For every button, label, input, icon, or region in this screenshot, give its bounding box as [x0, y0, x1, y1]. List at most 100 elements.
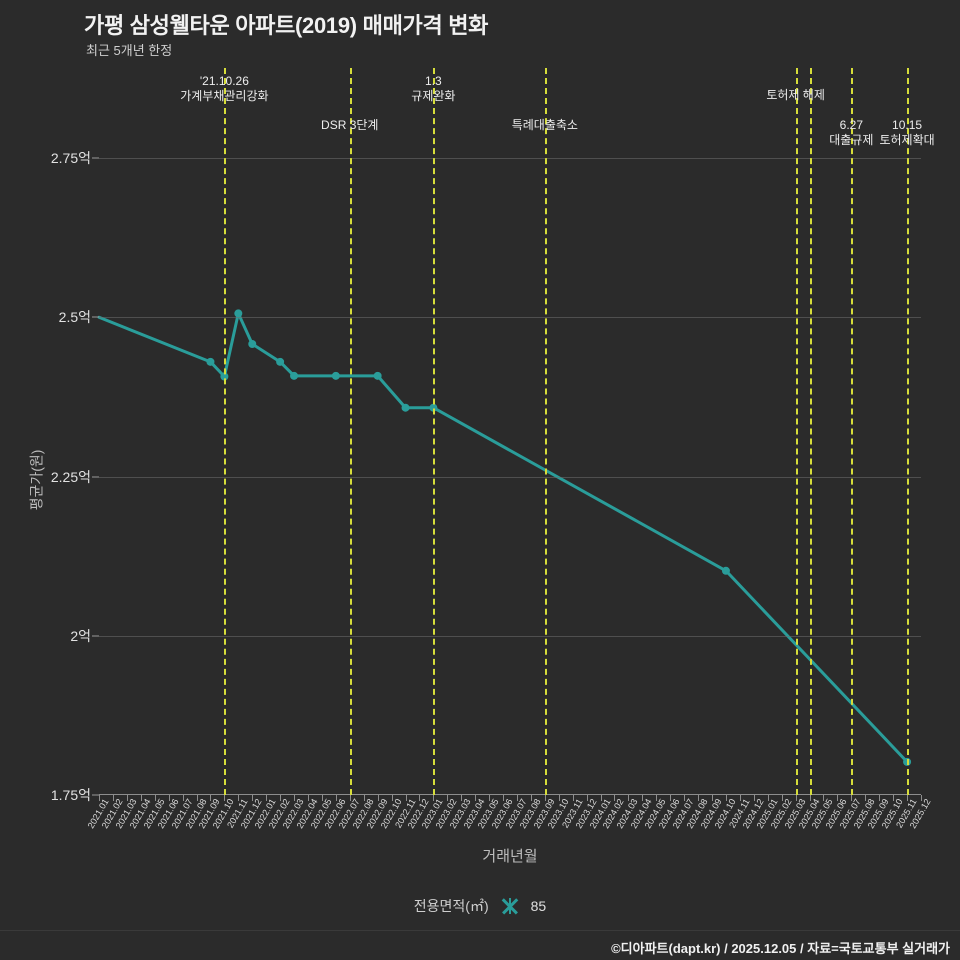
data-point[interactable]: [248, 340, 257, 349]
x-tick-mark: [238, 795, 240, 801]
plot-area: 2.75억 2.5억 2.25억 2억 1.75억: [51, 68, 922, 803]
x-tick-mark: [321, 795, 323, 801]
x-tick-mark: [168, 795, 170, 801]
y-tick-mark: [92, 316, 99, 318]
x-tick-mark: [140, 795, 142, 801]
x-tick-mark: [530, 795, 532, 801]
data-point[interactable]: [401, 403, 410, 412]
x-tick-mark: [572, 795, 574, 801]
x-tick-mark: [363, 795, 365, 801]
y-tick-label: 2.5억: [58, 309, 91, 326]
x-axis-label: 거래년월: [482, 848, 538, 865]
x-tick-mark: [642, 795, 644, 801]
x-tick-mark: [419, 795, 421, 801]
x-tick-mark: [656, 795, 658, 801]
event-vline: [851, 68, 854, 795]
x-tick-mark: [433, 795, 435, 801]
data-point[interactable]: [234, 309, 243, 318]
x-tick-mark: [698, 795, 700, 801]
data-point[interactable]: [331, 371, 340, 380]
x-tick-mark: [99, 795, 100, 801]
x-tick-labels: 2021.01 2021.02 2021.03 2021.04 2021.05 2021.…: [86, 797, 933, 857]
x-tick-mark: [893, 795, 895, 801]
event-vline: [349, 68, 352, 795]
x-tick-mark: [795, 795, 797, 801]
x-tick-mark: [335, 795, 337, 801]
data-point[interactable]: [290, 371, 299, 380]
x-tick-mark: [879, 795, 881, 801]
x-tick-mark: [461, 795, 463, 801]
x-tick-mark: [753, 795, 755, 801]
x-tick-mark: [391, 795, 393, 801]
legend-title: 전용면적(㎡): [413, 898, 489, 914]
y-tick-label: 2.25억: [50, 468, 91, 485]
x-tick-mark: [712, 795, 714, 801]
x-tick-mark: [921, 795, 922, 801]
footer-credit: ©디아파트(dapt.kr) / 2025.12.05 / 자료=국토교통부 실…: [611, 941, 950, 956]
y-axis-label: 평균가(원): [28, 449, 45, 511]
y-tick-label: 2억: [70, 627, 91, 644]
gridline: [99, 635, 921, 637]
event-vline: [907, 68, 910, 795]
x-axis-line: [99, 794, 921, 795]
data-point[interactable]: [721, 566, 730, 575]
x-tick-mark: [558, 795, 560, 801]
x-tick-mark: [447, 795, 449, 801]
x-tick-mark: [586, 795, 588, 801]
x-tick-mark: [907, 795, 909, 801]
x-tick-mark: [837, 795, 839, 801]
gridline: [99, 158, 921, 159]
x-tick-mark: [489, 795, 491, 801]
event-vline: [224, 68, 227, 795]
x-tick-mark: [307, 795, 309, 801]
x-tick-mark: [628, 795, 630, 801]
y-tick-mark: [92, 635, 99, 637]
y-tick-mark: [92, 157, 99, 159]
y-tick-mark: [92, 794, 99, 796]
x-tick-mark: [851, 795, 853, 801]
event-vline: [544, 68, 547, 795]
x-tick-mark: [739, 795, 741, 801]
x-tick-mark: [725, 795, 727, 801]
x-tick-mark: [614, 795, 616, 801]
series-polyline: [97, 311, 909, 764]
x-tick-mark: [767, 795, 769, 801]
legend-marker-icon: [499, 898, 521, 914]
x-tick-mark: [210, 795, 212, 801]
gridline: [99, 317, 921, 319]
x-tick-mark: [349, 795, 351, 801]
x-tick-mark: [154, 795, 156, 801]
x-tick-mark: [126, 795, 128, 801]
x-tick-mark: [600, 795, 602, 801]
event-vline: [809, 68, 812, 795]
gridline: [99, 476, 921, 478]
y-tick-label: 2.75억: [50, 150, 91, 166]
x-tick-mark: [516, 795, 518, 801]
x-tick-mark: [670, 795, 672, 801]
legend: 전용면적(㎡) 85: [0, 896, 960, 916]
x-tick-mark: [377, 795, 379, 801]
x-tick-mark: [294, 795, 296, 801]
y-tick-mark: [92, 476, 99, 477]
x-tick-mark: [544, 795, 546, 801]
x-tick-mark: [865, 795, 867, 801]
data-point[interactable]: [373, 371, 382, 380]
data-point[interactable]: [276, 357, 285, 366]
footer-divider: [0, 930, 960, 931]
x-tick-mark: [112, 795, 114, 801]
x-tick-mark: [182, 795, 184, 801]
x-tick-mark: [224, 795, 226, 801]
x-tick-mark: [196, 795, 198, 801]
x-tick-mark: [503, 795, 505, 801]
event-vline: [795, 68, 798, 795]
x-tick-mark: [280, 795, 282, 801]
x-tick-mark: [405, 795, 407, 801]
y-tick-label: 1.75억: [50, 787, 91, 803]
page-title: 가평 삼성웰타운 아파트(2019) 매매가격 변화: [84, 13, 489, 38]
x-tick-mark: [684, 795, 686, 801]
x-tick-mark: [475, 795, 477, 801]
data-point[interactable]: [206, 357, 215, 366]
x-tick-mark: [809, 795, 811, 801]
x-tick-mark: [781, 795, 783, 801]
